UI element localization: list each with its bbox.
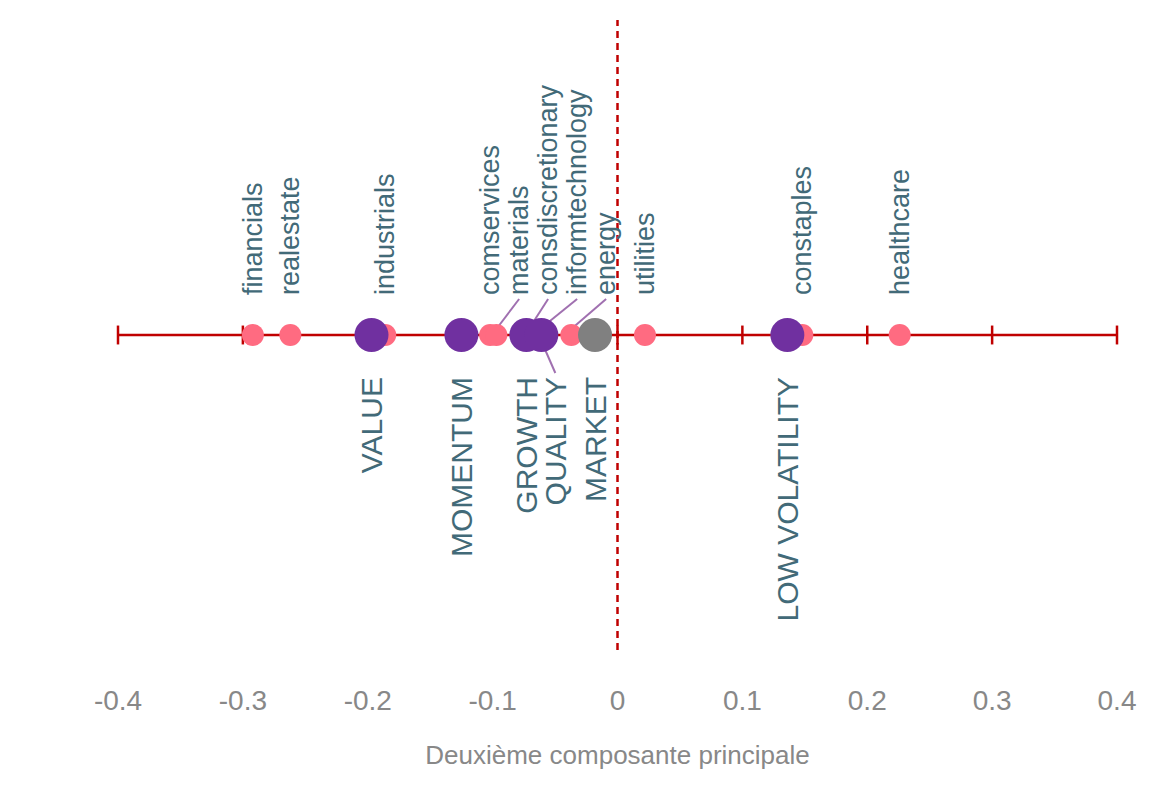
- svg-text:consdiscretionary: consdiscretionary: [533, 84, 563, 295]
- svg-text:materials: materials: [504, 185, 534, 295]
- svg-text:-0.1: -0.1: [469, 685, 517, 716]
- svg-text:-0.4: -0.4: [94, 685, 142, 716]
- svg-text:constaples: constaples: [787, 166, 817, 295]
- svg-text:GROWTH: GROWTH: [509, 377, 543, 514]
- svg-text:QUALITY: QUALITY: [539, 377, 572, 505]
- svg-text:0.2: 0.2: [848, 685, 887, 716]
- svg-text:financials: financials: [238, 182, 268, 295]
- svg-text:LOW VOLATILITY: LOW VOLATILITY: [771, 377, 804, 622]
- svg-text:MOMENTUM: MOMENTUM: [445, 377, 478, 557]
- svg-text:comservices: comservices: [475, 145, 505, 295]
- svg-text:0.1: 0.1: [723, 685, 762, 716]
- svg-text:-0.2: -0.2: [344, 685, 392, 716]
- svg-text:VALUE: VALUE: [355, 377, 388, 473]
- svg-text:0.3: 0.3: [973, 685, 1012, 716]
- svg-text:realestate: realestate: [275, 176, 305, 295]
- svg-text:-0.3: -0.3: [219, 685, 267, 716]
- svg-text:utilities: utilities: [630, 212, 660, 295]
- svg-text:MARKET: MARKET: [579, 377, 612, 502]
- svg-text:0.4: 0.4: [1098, 685, 1137, 716]
- svg-text:industrials: industrials: [370, 173, 400, 295]
- svg-text:healthcare: healthcare: [885, 169, 915, 295]
- svg-text:Deuxième composante principale: Deuxième composante principale: [425, 740, 809, 770]
- svg-text:0: 0: [610, 685, 626, 716]
- svg-text:energy: energy: [591, 212, 621, 295]
- svg-text:informtechnology: informtechnology: [562, 89, 592, 295]
